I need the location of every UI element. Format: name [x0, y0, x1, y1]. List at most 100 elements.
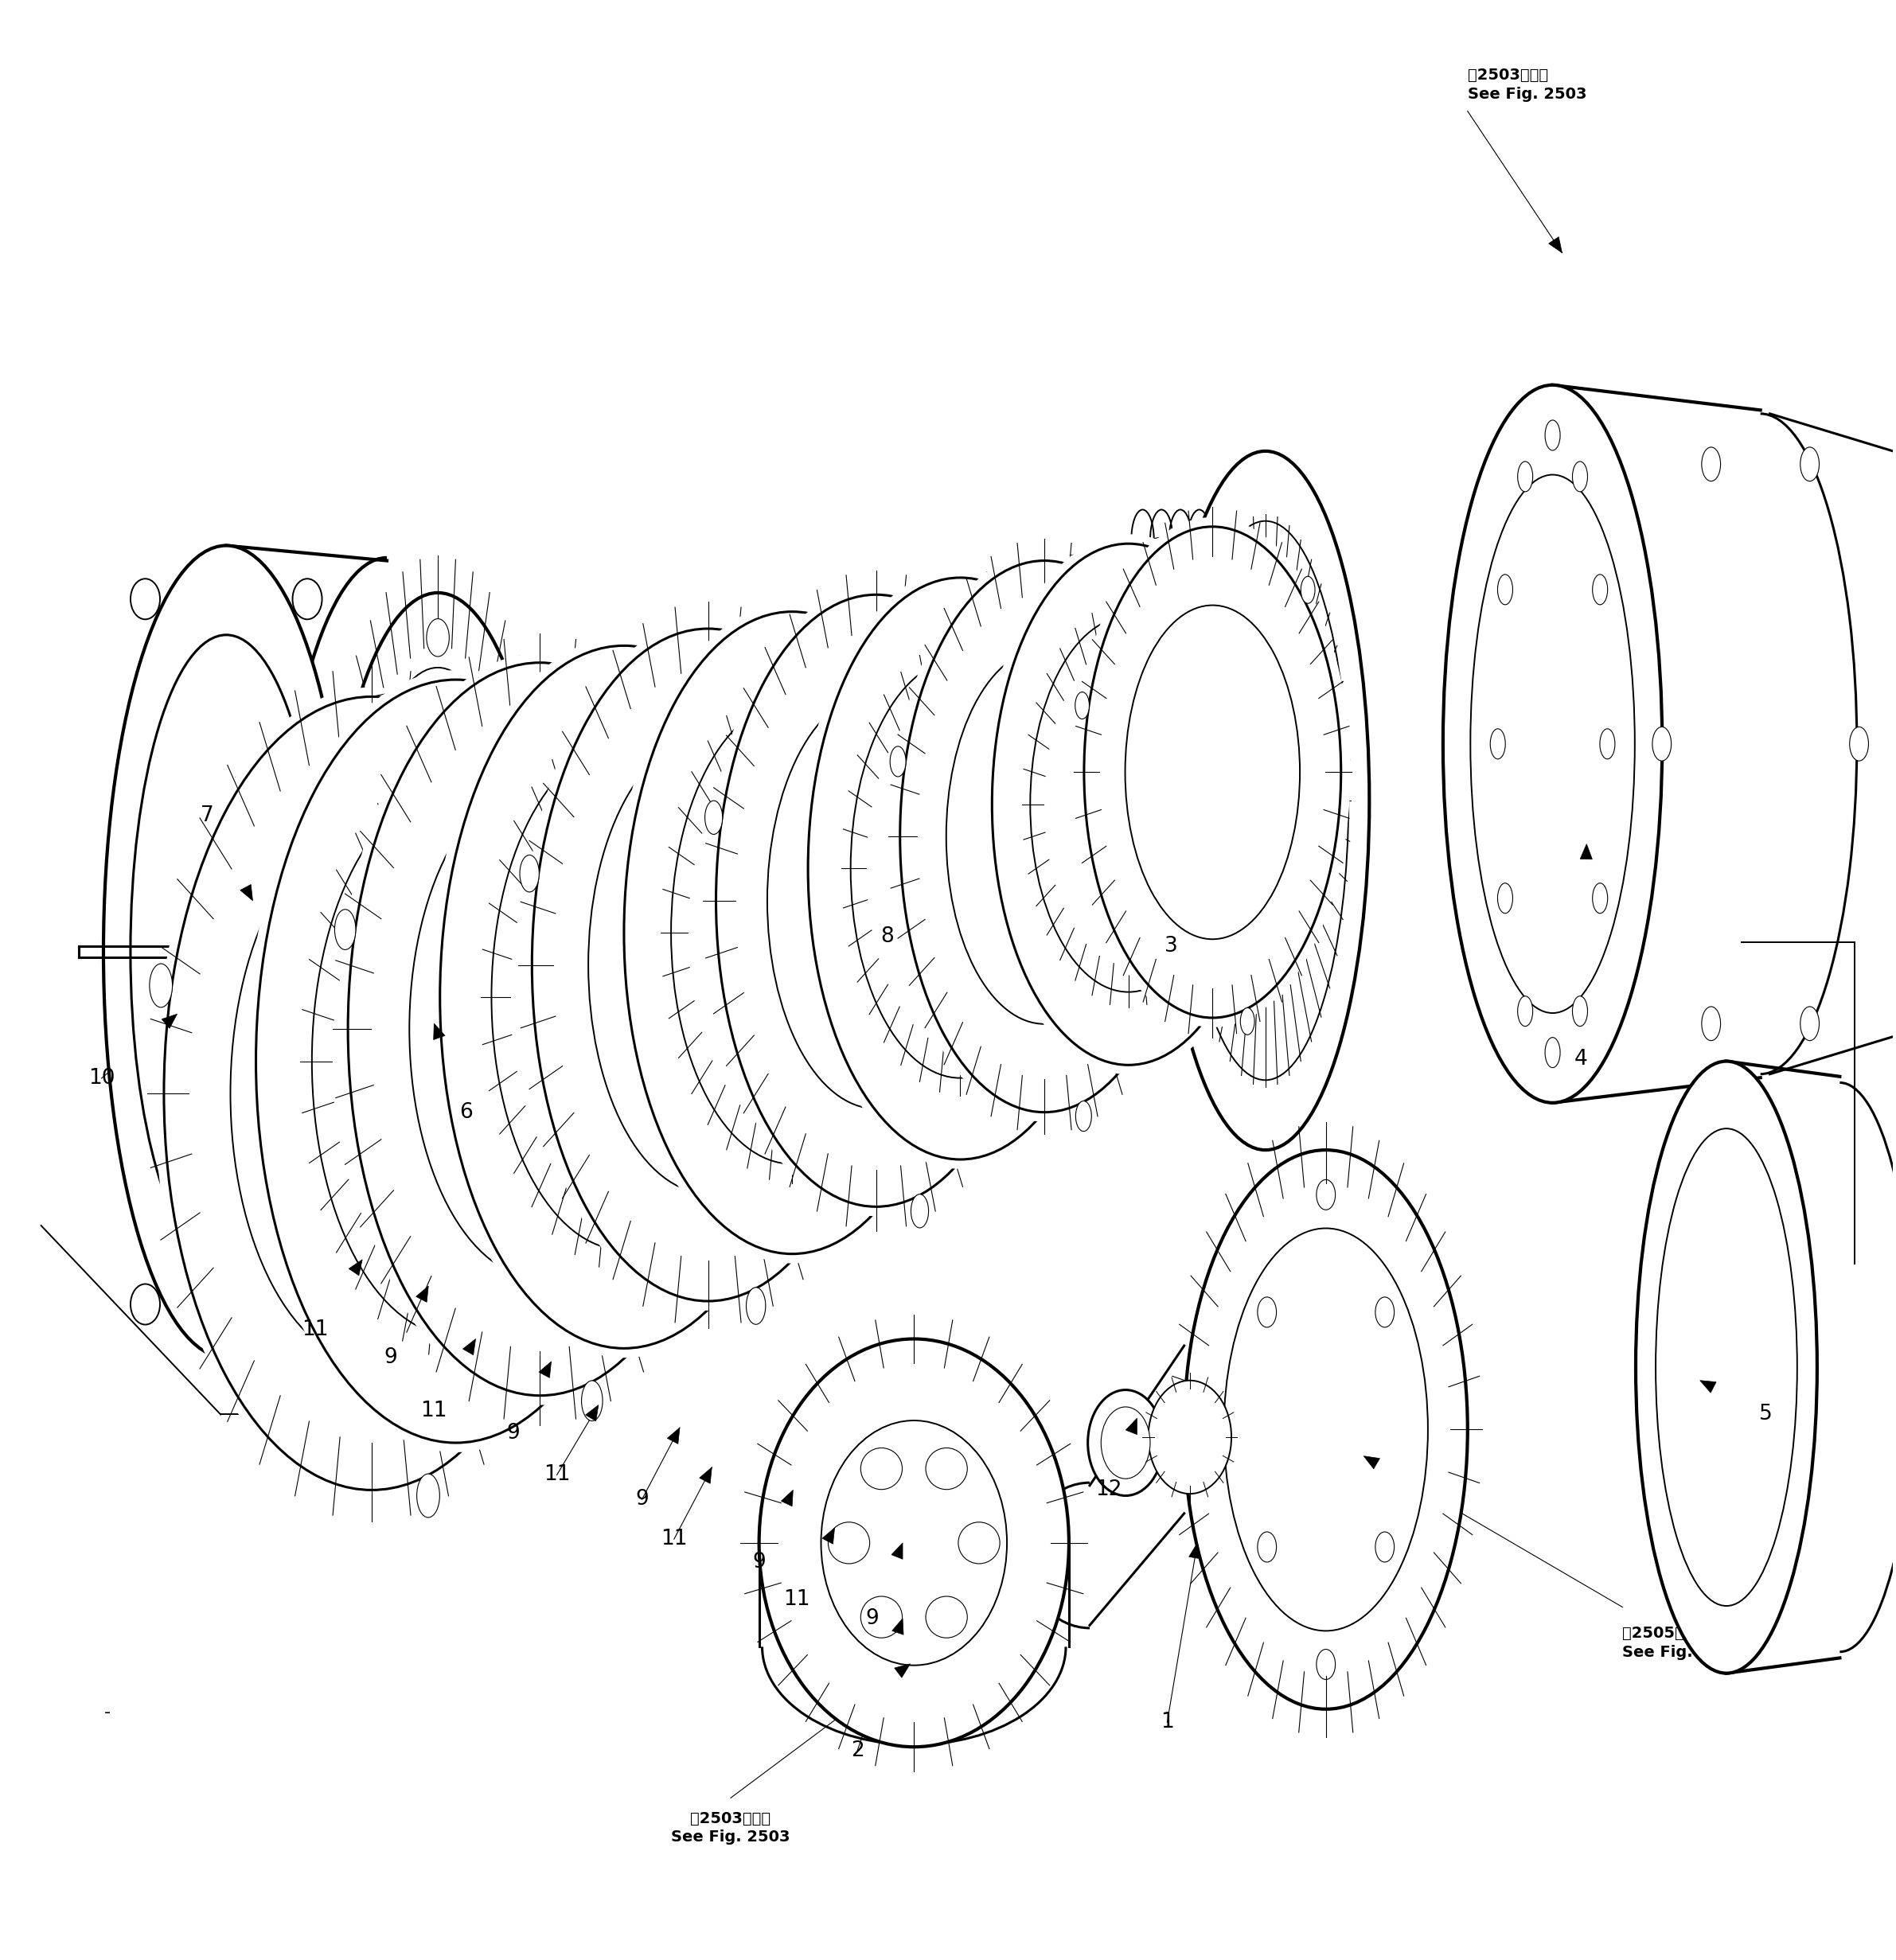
Ellipse shape — [440, 645, 808, 1348]
Text: 11: 11 — [660, 1529, 688, 1550]
Ellipse shape — [1223, 1229, 1428, 1631]
Ellipse shape — [533, 629, 884, 1301]
Ellipse shape — [131, 578, 159, 619]
Ellipse shape — [1246, 753, 1257, 772]
Ellipse shape — [1085, 527, 1340, 1017]
Ellipse shape — [1801, 447, 1818, 480]
Ellipse shape — [1088, 1390, 1164, 1495]
Ellipse shape — [1301, 576, 1316, 604]
Ellipse shape — [154, 688, 590, 1499]
Polygon shape — [1579, 845, 1593, 858]
Text: 7: 7 — [201, 806, 214, 825]
Ellipse shape — [385, 1198, 411, 1239]
Text: 5: 5 — [1759, 1403, 1773, 1425]
Polygon shape — [1126, 1419, 1138, 1435]
Ellipse shape — [1316, 1648, 1335, 1680]
Ellipse shape — [131, 1284, 159, 1325]
Ellipse shape — [1600, 729, 1615, 759]
Text: -: - — [104, 1705, 110, 1721]
Ellipse shape — [1075, 1102, 1092, 1131]
Ellipse shape — [747, 1288, 766, 1325]
Ellipse shape — [465, 1198, 491, 1239]
Ellipse shape — [798, 568, 1122, 1168]
Ellipse shape — [986, 657, 1005, 690]
Ellipse shape — [1593, 574, 1608, 606]
Ellipse shape — [891, 551, 1198, 1121]
Ellipse shape — [808, 578, 1113, 1160]
Ellipse shape — [104, 545, 349, 1358]
Ellipse shape — [163, 696, 580, 1490]
Polygon shape — [895, 1664, 910, 1678]
Polygon shape — [241, 884, 252, 902]
Ellipse shape — [1498, 574, 1513, 606]
Ellipse shape — [588, 737, 829, 1194]
Ellipse shape — [982, 535, 1274, 1074]
Ellipse shape — [256, 680, 656, 1443]
Ellipse shape — [851, 659, 1069, 1078]
Ellipse shape — [1162, 451, 1369, 1151]
Ellipse shape — [1185, 1151, 1468, 1709]
Ellipse shape — [829, 696, 849, 733]
Text: 11: 11 — [421, 1399, 447, 1421]
Ellipse shape — [491, 745, 757, 1250]
Ellipse shape — [1375, 1298, 1394, 1327]
Text: 9: 9 — [635, 1490, 648, 1509]
Polygon shape — [161, 1013, 176, 1029]
Polygon shape — [538, 1362, 552, 1378]
Ellipse shape — [624, 612, 959, 1254]
Ellipse shape — [861, 1595, 902, 1639]
Ellipse shape — [1545, 419, 1560, 451]
Ellipse shape — [324, 592, 552, 1341]
Ellipse shape — [1316, 1180, 1335, 1209]
Ellipse shape — [582, 1380, 603, 1421]
Ellipse shape — [671, 737, 692, 778]
Ellipse shape — [1651, 727, 1670, 760]
Ellipse shape — [783, 927, 798, 955]
Ellipse shape — [520, 855, 538, 892]
Text: 4: 4 — [1574, 1049, 1587, 1070]
Ellipse shape — [861, 1448, 902, 1490]
Polygon shape — [1227, 870, 1240, 886]
Ellipse shape — [292, 578, 322, 619]
Ellipse shape — [465, 696, 491, 737]
Ellipse shape — [768, 692, 986, 1109]
Ellipse shape — [385, 696, 411, 737]
Ellipse shape — [1490, 729, 1505, 759]
Text: 3: 3 — [1164, 935, 1177, 956]
Ellipse shape — [925, 1448, 967, 1490]
Text: 9: 9 — [866, 1607, 880, 1629]
Ellipse shape — [1102, 1407, 1151, 1478]
Ellipse shape — [717, 594, 1037, 1207]
Polygon shape — [434, 1023, 446, 1039]
Polygon shape — [891, 1543, 902, 1558]
Text: 11: 11 — [544, 1464, 571, 1486]
Ellipse shape — [1240, 1007, 1255, 1035]
Ellipse shape — [1703, 1007, 1720, 1041]
Ellipse shape — [1143, 617, 1160, 647]
Ellipse shape — [1257, 1533, 1276, 1562]
Ellipse shape — [946, 649, 1143, 1023]
Ellipse shape — [131, 635, 322, 1268]
Polygon shape — [349, 1260, 362, 1276]
Ellipse shape — [671, 702, 914, 1164]
Polygon shape — [811, 902, 829, 913]
Ellipse shape — [629, 986, 645, 1015]
Text: 1: 1 — [1160, 1711, 1174, 1733]
Text: 第2503図参照
See Fig. 2503: 第2503図参照 See Fig. 2503 — [671, 1811, 791, 1844]
Ellipse shape — [957, 1523, 999, 1564]
Ellipse shape — [1124, 606, 1301, 939]
Polygon shape — [463, 1339, 476, 1354]
Polygon shape — [586, 1405, 599, 1421]
Ellipse shape — [1443, 384, 1663, 1103]
Ellipse shape — [246, 670, 665, 1452]
Ellipse shape — [1572, 461, 1587, 492]
Ellipse shape — [1075, 692, 1090, 719]
Ellipse shape — [480, 1113, 502, 1151]
Ellipse shape — [1030, 617, 1227, 992]
Ellipse shape — [1149, 1380, 1231, 1494]
Ellipse shape — [410, 780, 671, 1278]
Ellipse shape — [313, 786, 599, 1337]
Ellipse shape — [1517, 996, 1532, 1027]
Ellipse shape — [1471, 474, 1634, 1013]
Text: 第2505図参照
See Fig. 2505: 第2505図参照 See Fig. 2505 — [1623, 1627, 1742, 1660]
